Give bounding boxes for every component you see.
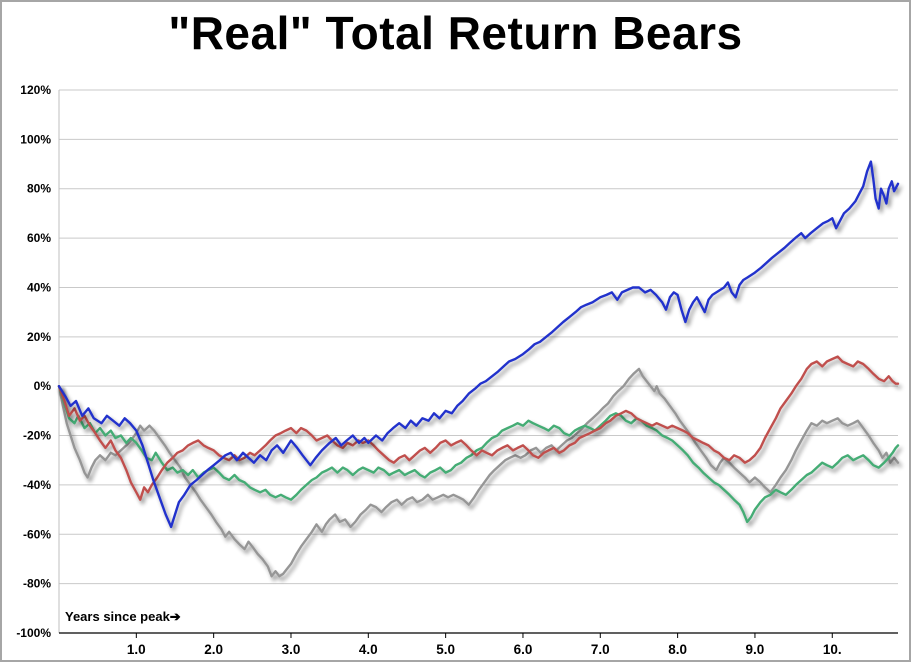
x-axis-caption: Years since peak➔ bbox=[65, 609, 181, 624]
x-tick-label: 2.0 bbox=[204, 642, 223, 657]
y-tick-label: 60% bbox=[27, 231, 51, 245]
y-tick-label: 100% bbox=[20, 132, 51, 146]
y-tick-label: 120% bbox=[20, 83, 51, 97]
y-tick-label: 40% bbox=[27, 280, 51, 294]
x-tick-label: 8.0 bbox=[668, 642, 687, 657]
x-tick-label: 1.0 bbox=[127, 642, 146, 657]
series-red-line bbox=[57, 355, 900, 501]
x-tick-label: 5.0 bbox=[436, 642, 455, 657]
chart-title: "Real" Total Return Bears bbox=[168, 7, 743, 59]
x-tick-label: 6.0 bbox=[514, 642, 533, 657]
x-tick-label: 3.0 bbox=[282, 642, 301, 657]
x-tick-label: 10. bbox=[823, 642, 842, 657]
y-tick-label: -100% bbox=[16, 626, 51, 640]
series-gray-line bbox=[57, 367, 900, 578]
x-tick-label: 9.0 bbox=[746, 642, 765, 657]
x-tick-label: 4.0 bbox=[359, 642, 378, 657]
y-tick-label: -80% bbox=[23, 577, 51, 591]
y-tick-label: 0% bbox=[34, 379, 52, 393]
x-tick-label: 7.0 bbox=[591, 642, 610, 657]
y-tick-label: -60% bbox=[23, 527, 51, 541]
y-tick-label: 80% bbox=[27, 182, 51, 196]
y-tick-label: -20% bbox=[23, 429, 51, 443]
y-tick-label: -40% bbox=[23, 478, 51, 492]
y-tick-label: 20% bbox=[27, 330, 51, 344]
series-blue-line bbox=[57, 160, 900, 529]
